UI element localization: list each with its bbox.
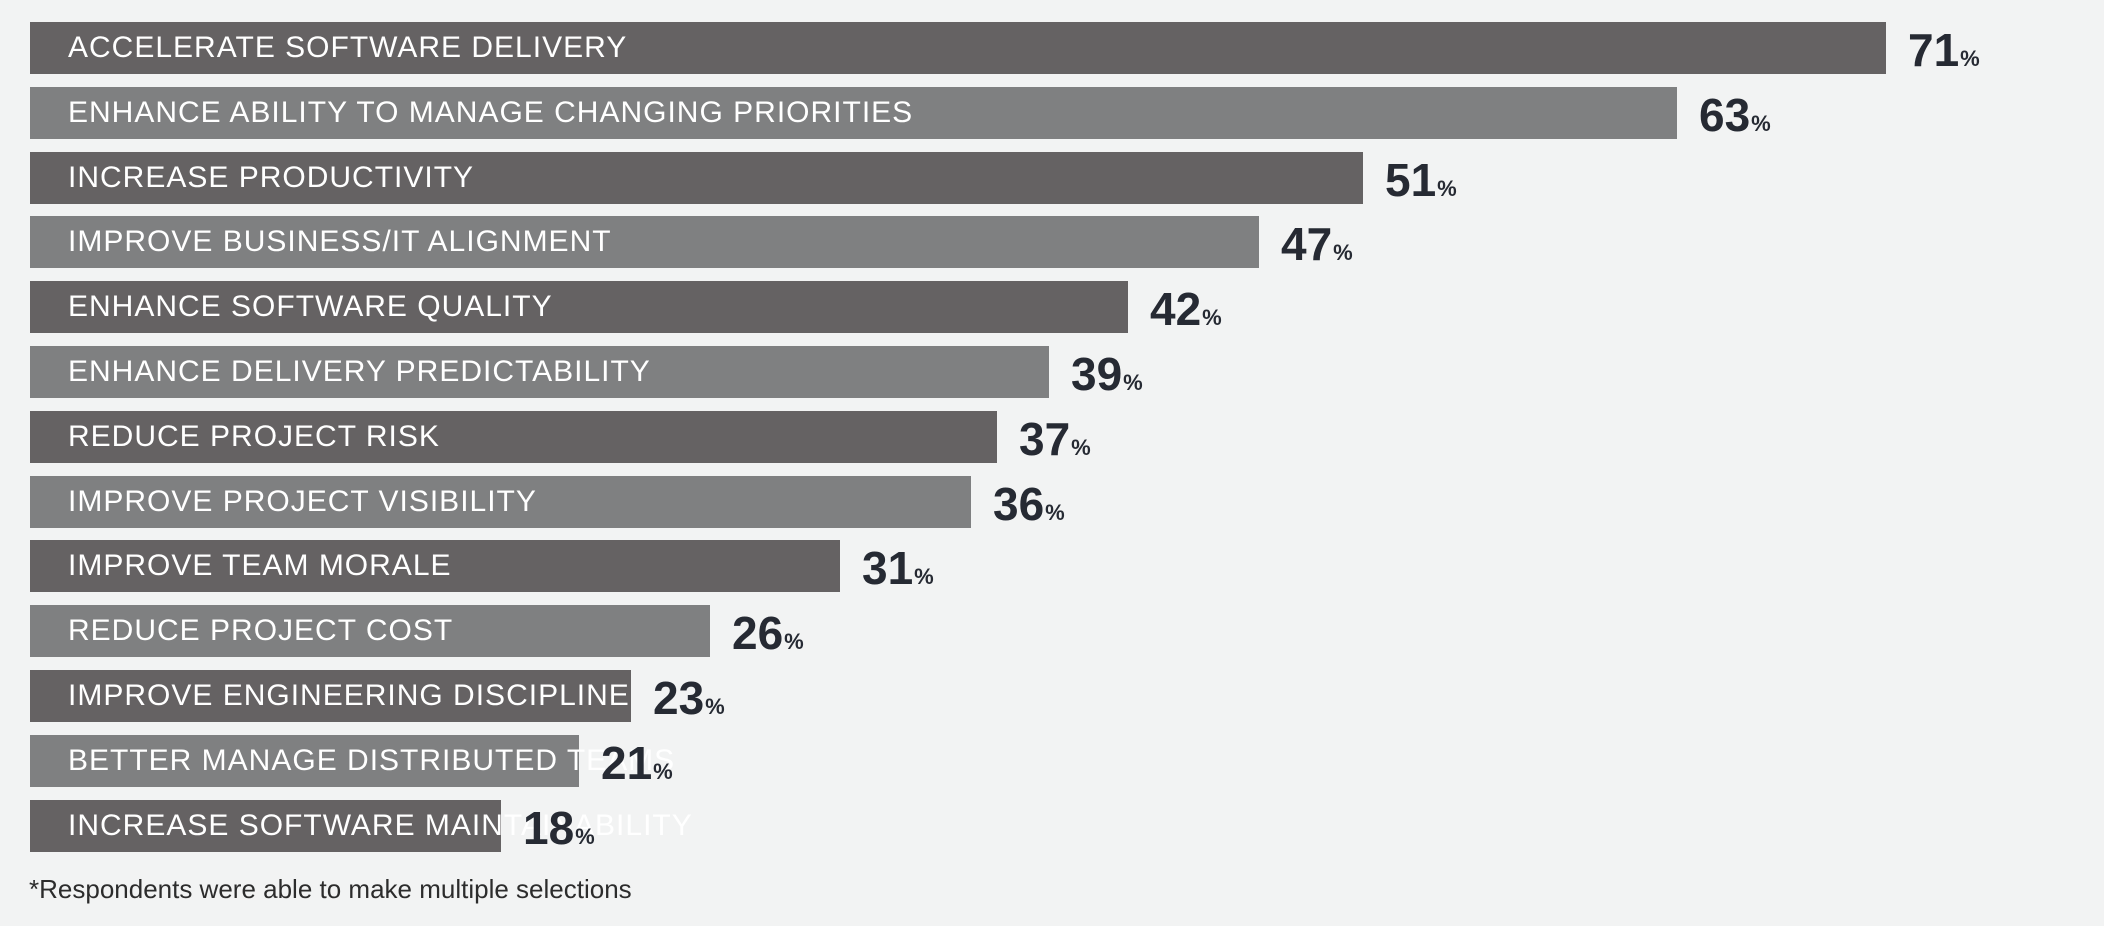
bar-chart: ACCELERATE SOFTWARE DELIVERY 71% ENHANCE A…: [30, 22, 1980, 854]
data-label-value: 51: [1385, 154, 1437, 206]
bar: BETTER MANAGE DISTRIBUTED TEAMS: [30, 735, 674, 787]
bar-label: INCREASE SOFTWARE MAINTAINABILITY: [68, 809, 693, 842]
data-label-value: 37: [1019, 413, 1071, 465]
bar-label: BETTER MANAGE DISTRIBUTED TEAMS: [68, 744, 676, 777]
data-label-unit: %: [1045, 500, 1065, 525]
data-label-value: 39: [1071, 348, 1123, 400]
bar-label: REDUCE PROJECT RISK: [68, 420, 440, 453]
bar: ENHANCE ABILITY TO MANAGE CHANGING PRIOR…: [30, 87, 1677, 139]
data-label-unit: %: [784, 629, 804, 654]
data-label-value: 42: [1150, 283, 1202, 335]
data-label-unit: %: [1437, 176, 1457, 201]
bar: ENHANCE DELIVERY PREDICTABILITY: [30, 346, 1049, 398]
bar-label: REDUCE PROJECT COST: [68, 614, 454, 647]
data-label-unit: %: [1123, 370, 1143, 395]
data-label: 39%: [1071, 346, 1143, 400]
data-label-unit: %: [575, 824, 595, 849]
data-label-value: 63: [1699, 89, 1751, 141]
bar-label: IMPROVE TEAM MORALE: [68, 549, 452, 582]
bar-label: ENHANCE DELIVERY PREDICTABILITY: [68, 355, 651, 388]
data-label: 63%: [1699, 87, 1771, 141]
data-label-value: 36: [993, 478, 1045, 530]
data-label: 37%: [1019, 411, 1091, 465]
data-label: 23%: [653, 670, 725, 724]
bar-label: IMPROVE ENGINEERING DISCIPLINE: [68, 679, 630, 712]
bar: IMPROVE PROJECT VISIBILITY: [30, 476, 971, 528]
bar: INCREASE SOFTWARE MAINTAINABILITY: [30, 800, 692, 852]
bar-label: INCREASE PRODUCTIVITY: [68, 161, 475, 194]
data-label-value: 26: [732, 607, 784, 659]
bar: REDUCE PROJECT COST: [30, 605, 710, 657]
data-label: 31%: [862, 540, 934, 594]
bar: IMPROVE BUSINESS/IT ALIGNMENT: [30, 216, 1259, 268]
bar-label: ENHANCE SOFTWARE QUALITY: [68, 290, 553, 323]
data-label-value: 18: [523, 802, 575, 854]
bar-label: ACCELERATE SOFTWARE DELIVERY: [68, 31, 628, 64]
data-label: 21%: [601, 735, 673, 789]
bar-label: IMPROVE PROJECT VISIBILITY: [68, 485, 537, 518]
data-label: 47%: [1281, 216, 1353, 270]
data-label-value: 21: [601, 737, 653, 789]
bar-label: ENHANCE ABILITY TO MANAGE CHANGING PRIOR…: [68, 96, 914, 129]
data-label: 18%: [523, 800, 595, 854]
data-label: 51%: [1385, 152, 1457, 206]
bar: IMPROVE ENGINEERING DISCIPLINE: [30, 670, 631, 722]
bar-label: IMPROVE BUSINESS/IT ALIGNMENT: [68, 225, 612, 258]
data-label: 36%: [993, 476, 1065, 530]
data-label-value: 47: [1281, 218, 1333, 270]
data-label-unit: %: [1751, 111, 1771, 136]
footnote: *Respondents were able to make multiple …: [29, 874, 632, 904]
data-label-unit: %: [914, 564, 934, 589]
data-label-unit: %: [1202, 305, 1222, 330]
data-label-unit: %: [653, 759, 673, 784]
bar: REDUCE PROJECT RISK: [30, 411, 997, 463]
bar: ACCELERATE SOFTWARE DELIVERY: [30, 22, 1886, 74]
data-label-unit: %: [1960, 46, 1980, 71]
bar: INCREASE PRODUCTIVITY: [30, 152, 1363, 204]
bar: ENHANCE SOFTWARE QUALITY: [30, 281, 1128, 333]
data-label-unit: %: [705, 694, 725, 719]
data-label: 26%: [732, 605, 804, 659]
data-label: 71%: [1908, 22, 1980, 76]
bar: IMPROVE TEAM MORALE: [30, 540, 840, 592]
data-label-value: 31: [862, 542, 914, 594]
data-label-value: 23: [653, 672, 705, 724]
data-label-unit: %: [1071, 435, 1091, 460]
data-label-unit: %: [1333, 240, 1353, 265]
data-label-value: 71: [1908, 24, 1960, 76]
data-label: 42%: [1150, 281, 1222, 335]
